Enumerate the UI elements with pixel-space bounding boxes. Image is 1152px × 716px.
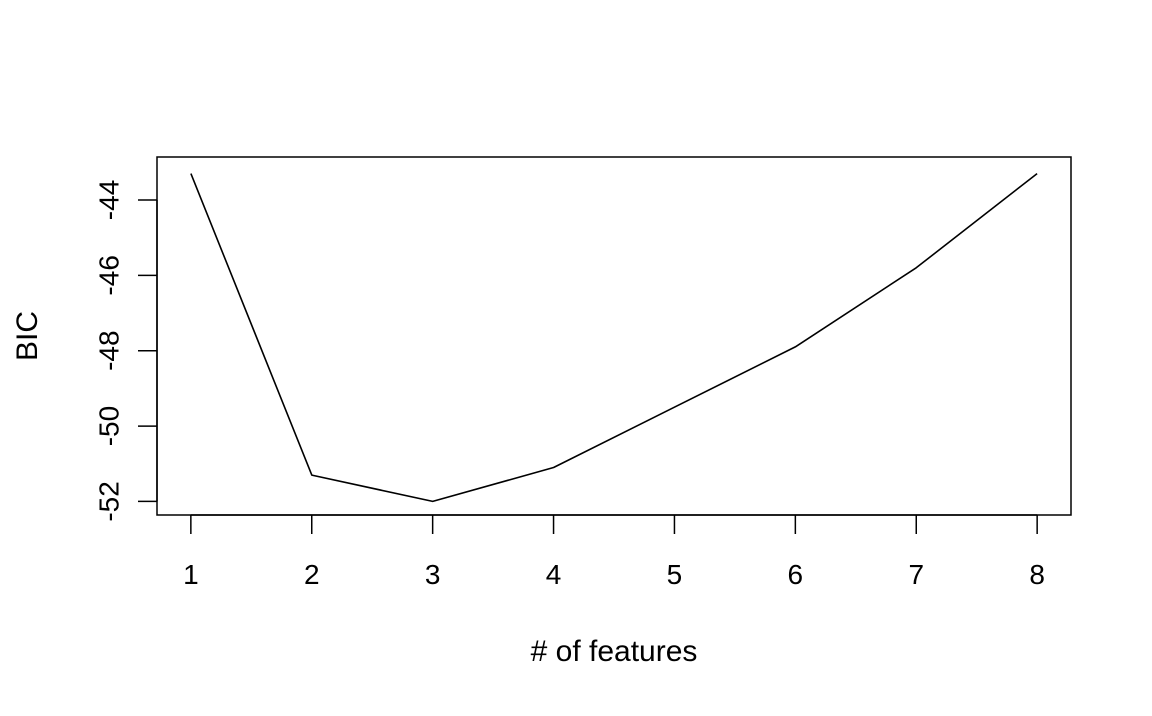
x-tick-label: 2 [304,559,320,590]
x-tick-label: 1 [183,559,199,590]
x-tick-label: 8 [1029,559,1045,590]
x-tick-label: 5 [667,559,683,590]
x-axis-label: # of features [531,635,698,668]
y-tick-label: -46 [93,255,124,295]
x-tick-label: 4 [546,559,562,590]
y-tick-label: -44 [93,180,124,220]
y-axis: -44 -46 -48 -50 -52 [93,180,158,522]
y-tick-label: -48 [93,330,124,370]
x-tick-label: 7 [908,559,924,590]
y-axis-label: BIC [11,311,44,361]
plot-frame [156,156,1072,516]
series-layer [190,172,1038,503]
y-tick-label: -52 [93,481,124,521]
x-axis: 1 2 3 4 5 6 7 8 [183,514,1045,590]
x-tick-label: 3 [425,559,441,590]
y-tick-label: -50 [93,406,124,446]
x-tick-label: 6 [788,559,804,590]
series-line [190,172,1038,503]
